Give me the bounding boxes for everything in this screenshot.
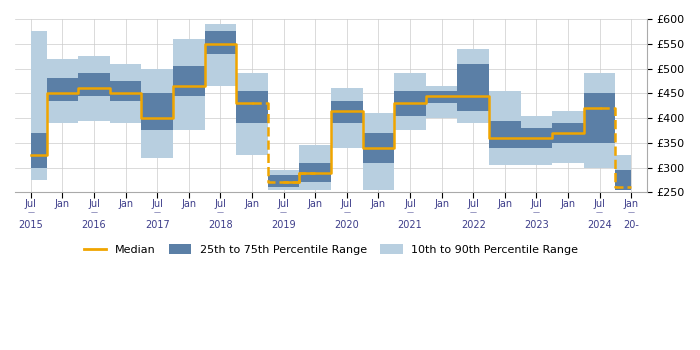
Text: 2020: 2020 (335, 220, 359, 230)
Text: —: — (217, 209, 224, 215)
Text: 2024: 2024 (587, 220, 612, 230)
Text: 20-: 20- (623, 220, 639, 230)
Text: —: — (407, 209, 414, 215)
Text: 2022: 2022 (461, 220, 486, 230)
Text: —: — (343, 209, 350, 215)
Text: —: — (90, 209, 97, 215)
Text: —: — (628, 209, 635, 215)
Text: 2021: 2021 (398, 220, 422, 230)
Text: —: — (470, 209, 477, 215)
Legend: Median, 25th to 75th Percentile Range, 10th to 90th Percentile Range: Median, 25th to 75th Percentile Range, 1… (79, 240, 583, 260)
Text: —: — (154, 209, 161, 215)
Text: —: — (27, 209, 34, 215)
Text: 2017: 2017 (145, 220, 169, 230)
Text: 2019: 2019 (272, 220, 296, 230)
Text: —: — (596, 209, 603, 215)
Text: 2016: 2016 (82, 220, 106, 230)
Text: 2018: 2018 (208, 220, 232, 230)
Text: 2023: 2023 (524, 220, 549, 230)
Text: —: — (533, 209, 540, 215)
Text: —: — (280, 209, 287, 215)
Text: 2015: 2015 (18, 220, 43, 230)
